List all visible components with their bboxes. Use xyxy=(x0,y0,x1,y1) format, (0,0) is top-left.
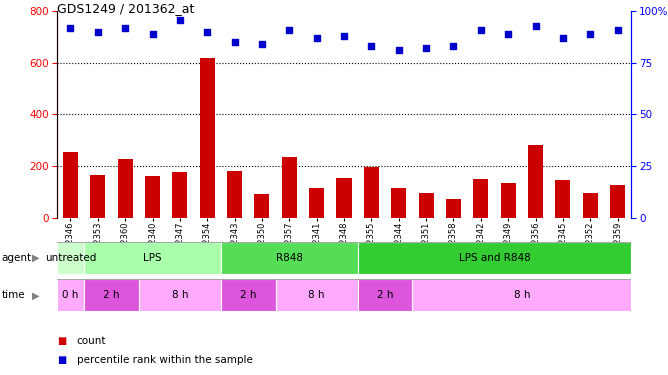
Bar xyxy=(200,58,214,217)
Text: 2 h: 2 h xyxy=(104,290,120,300)
Bar xyxy=(357,242,631,274)
Point xyxy=(393,48,404,54)
Bar xyxy=(528,146,543,218)
Text: ■: ■ xyxy=(57,355,66,365)
Point xyxy=(421,45,432,51)
Bar xyxy=(582,193,598,217)
Point xyxy=(476,27,486,33)
Point xyxy=(202,29,212,35)
Bar xyxy=(555,180,570,218)
Text: percentile rank within the sample: percentile rank within the sample xyxy=(77,355,253,365)
Text: 8 h: 8 h xyxy=(514,290,530,300)
Bar xyxy=(172,172,188,217)
Point xyxy=(448,44,459,50)
Point xyxy=(311,35,322,41)
Bar xyxy=(118,159,133,218)
Text: count: count xyxy=(77,336,106,346)
Point xyxy=(503,31,514,37)
Text: R848: R848 xyxy=(276,253,303,263)
Bar xyxy=(139,279,221,311)
Text: 2 h: 2 h xyxy=(240,290,257,300)
Text: untreated: untreated xyxy=(45,253,96,263)
Text: 2 h: 2 h xyxy=(377,290,393,300)
Bar xyxy=(610,185,625,218)
Bar xyxy=(90,175,106,217)
Point xyxy=(120,25,130,31)
Text: ■: ■ xyxy=(57,336,66,346)
Bar xyxy=(276,279,357,311)
Bar xyxy=(227,171,242,217)
Text: LPS and R848: LPS and R848 xyxy=(459,253,530,263)
Text: LPS: LPS xyxy=(143,253,162,263)
Bar xyxy=(84,279,139,311)
Bar xyxy=(145,176,160,218)
Bar xyxy=(221,242,357,274)
Point xyxy=(284,27,295,33)
Bar xyxy=(446,200,461,217)
Bar xyxy=(337,177,351,218)
Point xyxy=(585,31,596,37)
Point xyxy=(65,25,75,31)
Point xyxy=(530,22,541,29)
Bar xyxy=(357,279,412,311)
Point xyxy=(339,33,349,39)
Bar xyxy=(500,183,516,218)
Point xyxy=(229,39,240,45)
Point xyxy=(257,41,267,47)
Text: 8 h: 8 h xyxy=(172,290,188,300)
Text: GDS1249 / 201362_at: GDS1249 / 201362_at xyxy=(57,2,194,15)
Bar xyxy=(309,188,324,218)
Point xyxy=(174,16,185,22)
Point xyxy=(613,27,623,33)
Text: time: time xyxy=(1,290,25,300)
Text: 0 h: 0 h xyxy=(62,290,79,300)
Bar xyxy=(419,193,434,217)
Point xyxy=(366,44,377,50)
Bar xyxy=(412,279,631,311)
Bar xyxy=(57,242,84,274)
Bar xyxy=(84,242,221,274)
Point xyxy=(147,31,158,37)
Bar xyxy=(282,157,297,218)
Bar xyxy=(255,194,269,217)
Bar xyxy=(63,152,78,217)
Bar xyxy=(57,279,84,311)
Point xyxy=(92,29,103,35)
Bar xyxy=(364,167,379,217)
Bar xyxy=(221,279,276,311)
Point xyxy=(558,35,568,41)
Bar xyxy=(473,179,488,218)
Text: ▶: ▶ xyxy=(32,253,39,263)
Text: 8 h: 8 h xyxy=(309,290,325,300)
Text: ▶: ▶ xyxy=(32,290,39,300)
Text: agent: agent xyxy=(1,253,31,263)
Bar xyxy=(391,188,406,218)
